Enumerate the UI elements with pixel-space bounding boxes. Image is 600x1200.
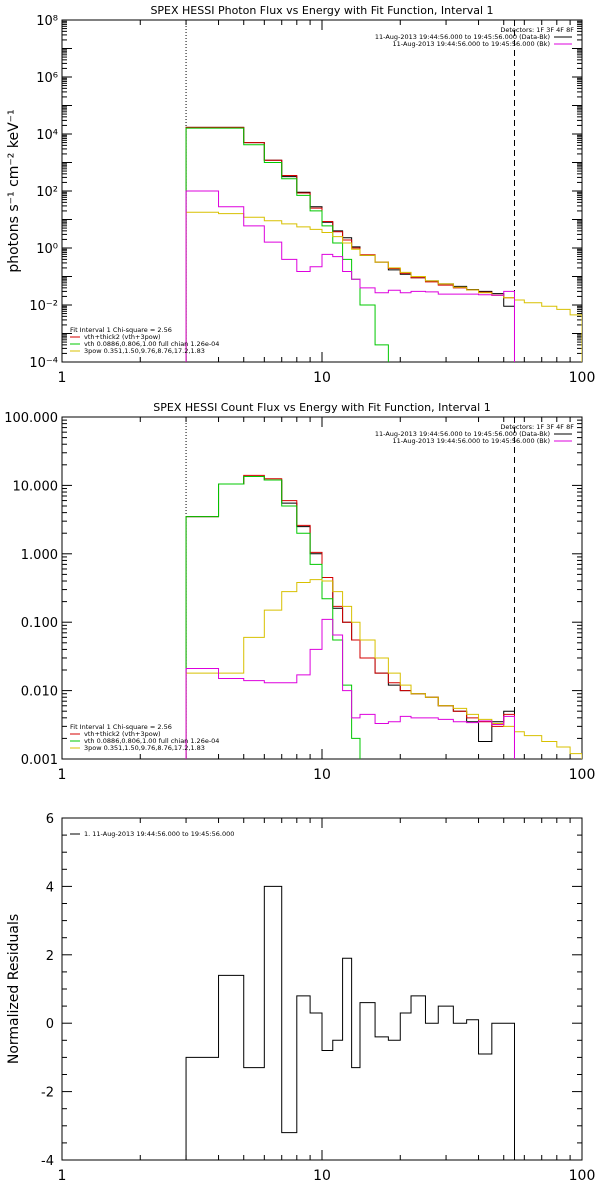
y-tick-label: -2 (41, 1086, 54, 1101)
y-tick-label: 10⁴ (36, 128, 58, 143)
legend-right-text: 11-Aug-2013 19:44:56.000 to 19:45:56.000… (375, 430, 550, 438)
y-tick-label: 0.100 (21, 616, 58, 631)
series-line-vth (185, 475, 361, 759)
series-line-fit (185, 474, 515, 759)
x-tick-label: 10 (313, 767, 331, 783)
y-axis: 0.001 0.010 0.100 1.000 10.000 100.000 (4, 411, 582, 768)
legend-left-text: 3pow 0.351,1.50,9.76,8.76,17.2,1.83 (84, 744, 205, 752)
x-tick-label: 10 (313, 1168, 331, 1184)
series-line-3pow (185, 579, 582, 759)
x-axis: 1 10 100 (58, 818, 596, 1184)
detectors-label: Detectors: 1F 3F 4F 8F (500, 423, 574, 431)
y-tick-label: 10² (36, 185, 58, 200)
data-series (185, 474, 582, 759)
x-tick-label: 1 (58, 1168, 67, 1184)
series-line-3pow (185, 211, 582, 362)
chart-title: SPEX HESSI Count Flux vs Energy with Fit… (153, 401, 490, 414)
y-axis: -4 -2 0 2 4 6 (41, 812, 582, 1169)
series-line-data-bk (185, 126, 515, 362)
y-tick-label: -4 (41, 1154, 54, 1169)
legend-left-text: Fit Interval 1 Chi-square = 2.56 (70, 723, 172, 731)
x-tick-label: 100 (569, 1168, 596, 1184)
y-tick-label: 0.010 (21, 685, 58, 700)
series-line-1-11-aug-2013-19-44-56-000-to-19-45-56-000 (185, 885, 515, 1160)
series-line-bk (185, 190, 515, 362)
chart-3: 1 10 100 -4 -2 0 2 4 6 Normalized Residuals 1. 11-… (6, 812, 595, 1184)
legend-left-text: Fit Interval 1 Chi-square = 2.56 (70, 326, 172, 334)
y-tick-label: 0 (46, 1017, 54, 1032)
y-tick-label: 1.000 (21, 548, 58, 563)
x-tick-label: 1 (58, 370, 67, 386)
y-axis-label: Normalized Residuals (6, 914, 22, 1064)
y-tick-label: 10⁻⁴ (29, 356, 58, 371)
y-tick-label: 10⁶ (36, 71, 58, 86)
y-tick-label: 10⁻² (29, 299, 58, 314)
x-axis: 1 10 100 (58, 417, 596, 783)
y-tick-label: 0.001 (21, 753, 58, 768)
y-tick-label: 2 (46, 949, 54, 964)
x-tick-label: 1 (58, 767, 67, 783)
legend-left-text: 1. 11-Aug-2013 19:44:56.000 to 19:45:56.… (84, 830, 234, 838)
y-tick-label: 10.000 (13, 479, 59, 494)
chart-1: SPEX HESSI Photon Flux vs Energy with Fi… (6, 4, 595, 386)
legend-left-text: vth+thick2 (vth+3pow) (84, 333, 161, 341)
y-tick-label: 100.000 (4, 411, 58, 426)
data-series (185, 885, 515, 1160)
series-line-vth (185, 127, 389, 362)
y-axis-label: photons s⁻¹ cm⁻² keV⁻¹ (6, 109, 22, 272)
legend-left-text: 3pow 0.351,1.50,9.76,8.76,17.2,1.83 (84, 347, 205, 355)
chart-2: SPEX HESSI Count Flux vs Energy with Fit… (4, 401, 595, 783)
chart-title: SPEX HESSI Photon Flux vs Energy with Fi… (150, 4, 493, 17)
y-tick-label: 10⁰ (36, 242, 58, 257)
x-tick-label: 100 (569, 370, 596, 386)
legend-right-text: 11-Aug-2013 19:44:56.000 to 19:45:56.000… (375, 33, 550, 41)
x-tick-label: 100 (569, 767, 596, 783)
legend-right-text: 11-Aug-2013 19:44:56.000 to 19:45:56.000… (393, 437, 550, 445)
legend-left-text: vth 0.0886,0.806,1.00 full chian 1.26e-0… (84, 340, 219, 348)
legend-left-text: vth+thick2 (vth+3pow) (84, 730, 161, 738)
y-axis: 10⁻⁴ 10⁻² 10⁰ 10² 10⁴ 10⁶ 10⁸ (29, 14, 582, 371)
series-line-fit (185, 126, 515, 362)
plot-frame (61, 817, 583, 1161)
y-tick-label: 10⁸ (36, 14, 58, 29)
y-tick-label: 4 (46, 880, 54, 895)
legend-left-text: vth 0.0886,0.806,1.00 full chian 1.26e-0… (84, 737, 219, 745)
series-line-data-bk (185, 475, 515, 759)
detectors-label: Detectors: 1F 3F 4F 8F (500, 26, 574, 34)
plot-frame (61, 19, 583, 363)
series-line-bk (185, 618, 515, 759)
legend-right-text: 11-Aug-2013 19:44:56.000 to 19:45:56.000… (393, 40, 550, 48)
data-series (185, 126, 582, 362)
x-axis: 1 10 100 (58, 20, 596, 386)
x-tick-label: 10 (313, 370, 331, 386)
y-tick-label: 6 (46, 812, 54, 827)
